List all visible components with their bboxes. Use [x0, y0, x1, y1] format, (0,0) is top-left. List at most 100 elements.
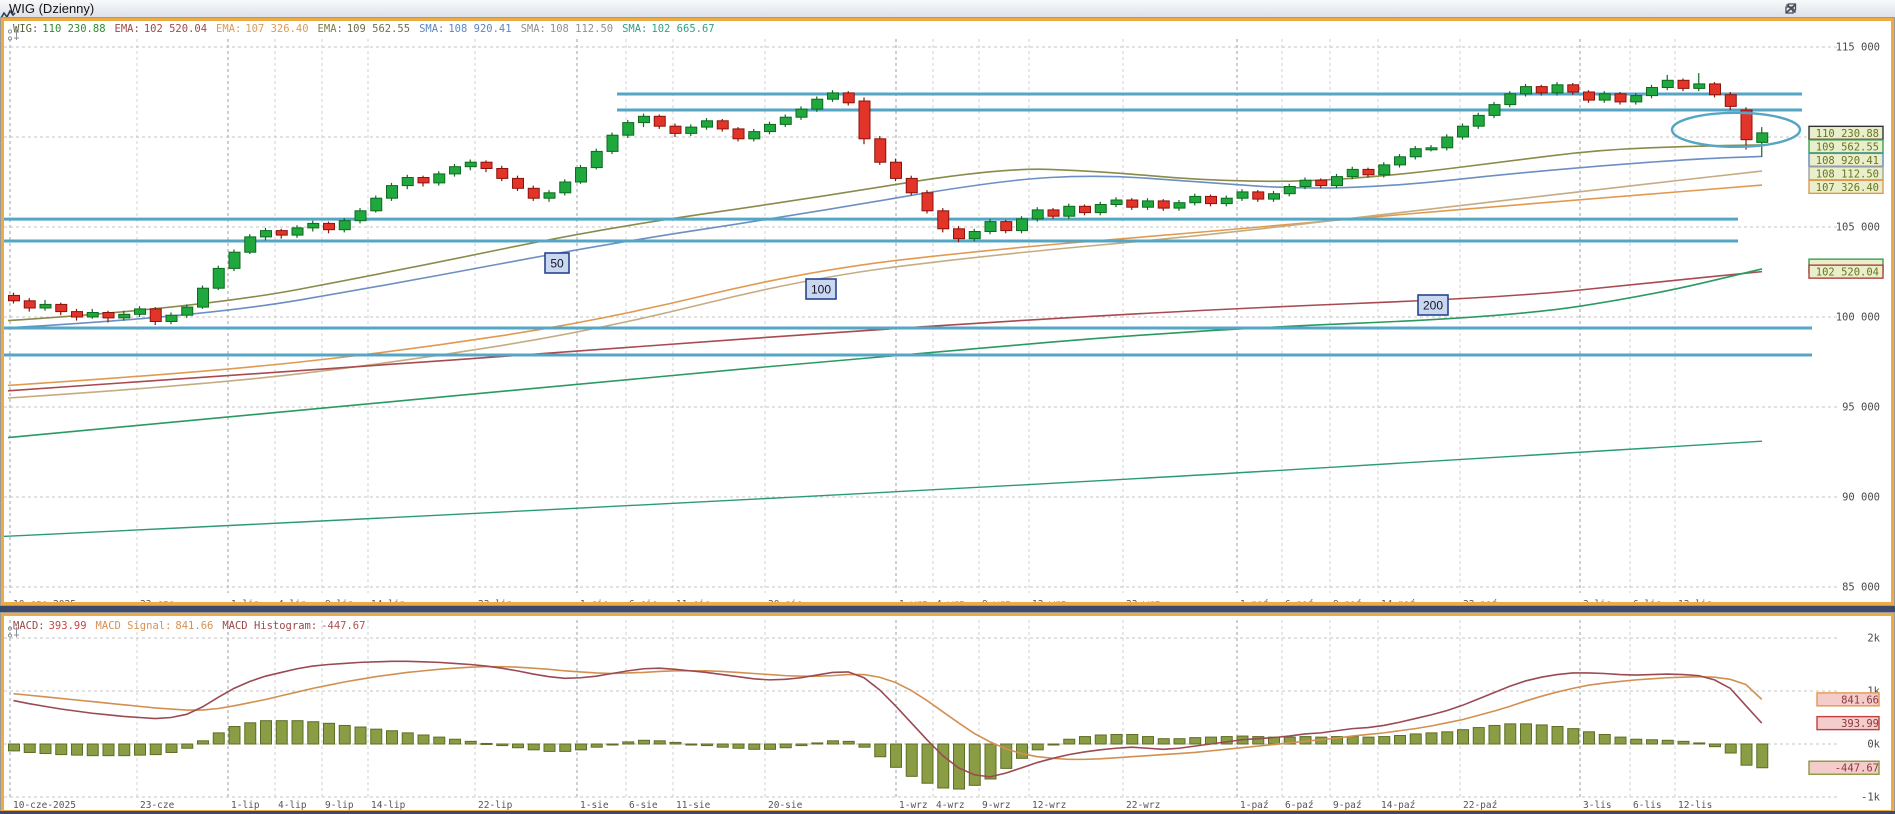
histogram-bar [1693, 742, 1706, 745]
sma50-line [7, 155, 1763, 329]
restore-icon[interactable] [1785, 1, 1835, 15]
histogram-bar [1362, 736, 1375, 745]
histogram-bar [1488, 724, 1501, 745]
candle-body [890, 161, 902, 179]
histogram-bar [779, 743, 792, 749]
candle-body [1346, 168, 1359, 178]
date-label: 1-lip [231, 800, 260, 811]
ellipse-annotation[interactable] [1670, 111, 1802, 149]
macd-indicator-segment: MACD Signal: 841.66 [96, 620, 214, 632]
candle-body [1189, 195, 1202, 204]
pane-splitter[interactable] [0, 606, 1895, 612]
candle-body [1205, 195, 1217, 205]
date-label: 3-lis [1583, 800, 1612, 811]
histogram-bar [1425, 732, 1438, 745]
candle-body [165, 314, 178, 323]
date-label: 6-sie [629, 800, 658, 811]
histogram-bar [338, 724, 351, 745]
window-title-bar[interactable]: WIG (Dzienny) [0, 0, 1895, 19]
histogram-bar [417, 734, 430, 745]
candle-body [86, 312, 99, 318]
histogram-bar [386, 730, 398, 745]
histogram-bar [590, 743, 603, 748]
histogram-bar [701, 743, 713, 747]
candle-body [1000, 221, 1013, 232]
candle-body [433, 173, 446, 184]
svg-text:-447.67: -447.67 [1835, 763, 1879, 775]
histogram-bar [464, 740, 477, 745]
candle-body [1457, 125, 1469, 138]
candle-body [1362, 168, 1375, 176]
candle-body [732, 128, 745, 140]
candle-body [291, 227, 304, 236]
candle-body [244, 236, 257, 253]
macd-indicator-segment: MACD Histogram: -447.67 [222, 620, 365, 632]
price-axis-label: 95 000 [1842, 402, 1880, 414]
histogram-bar [212, 732, 225, 745]
candle-body [512, 177, 524, 189]
candle-body [1094, 204, 1107, 214]
candle-body [1031, 209, 1044, 220]
candle-body [1504, 93, 1517, 106]
indicator-label: WIG: [13, 23, 39, 35]
date-label: 12-wrz [1032, 800, 1066, 811]
histogram-bar [811, 742, 824, 745]
candle-body [197, 287, 209, 308]
indicator-label: SMA: [622, 23, 648, 35]
histogram-bar [1252, 736, 1265, 745]
candle-body [1488, 104, 1501, 116]
candle-body [1142, 200, 1154, 208]
candle-body [968, 231, 981, 240]
histogram-bar [1016, 743, 1028, 759]
histogram-bar [905, 743, 918, 777]
candle-body [1709, 83, 1721, 96]
price-gridlines: 115 000 105 000 100 000 95 000 90 000 85 000 [4, 42, 1880, 594]
candle-body [212, 267, 225, 289]
candle-body [1756, 132, 1769, 143]
candle-body [575, 167, 587, 183]
histogram-bar [1677, 740, 1690, 745]
histogram-bar [433, 736, 446, 745]
price-indicator-segment: WIG: 110 230.88 [13, 23, 106, 35]
histogram-bar [1457, 729, 1469, 745]
histogram-bar [118, 743, 131, 757]
candle-body [590, 150, 603, 169]
histogram-bar [1409, 733, 1422, 745]
histogram-bar [1394, 735, 1406, 745]
indicator-value: 109 562.55 [346, 23, 411, 35]
candle-body [1110, 199, 1123, 205]
candle-body [1157, 200, 1170, 209]
candle-body [1441, 136, 1454, 149]
histogram-bar [449, 738, 461, 745]
price-chart-pane[interactable]: 115 000 105 000 100 000 95 000 90 000 85 000 5… [0, 17, 1895, 606]
histogram-bar [55, 743, 68, 756]
candle-body [701, 120, 713, 128]
ma-period-badge[interactable]: 200 [1417, 294, 1449, 316]
macd-line [13, 660, 1763, 778]
histogram-bar [1504, 723, 1517, 745]
indicator-label: EMA: [114, 23, 140, 35]
price-indicator-titles: WIG: 110 230.88 EMA: 102 520.04 EMA: 107 326.… [6, 23, 724, 41]
indicator-label: EMA: [216, 23, 242, 35]
candle-body [1409, 148, 1422, 158]
histogram-bar [8, 743, 20, 752]
date-label: 1-wrz [899, 800, 928, 811]
histogram-bar [102, 743, 115, 757]
candle-body [1425, 147, 1438, 151]
close-icon[interactable] [1785, 1, 1867, 15]
histogram-bar [1110, 733, 1123, 745]
indicator-label: MACD: [13, 620, 45, 632]
histogram-bar [1346, 736, 1359, 745]
candle-body [1268, 193, 1280, 200]
indicator-value: 107 326.40 [245, 23, 309, 35]
last-value-tag: 110 230.88 [1808, 125, 1884, 141]
histogram-bar [653, 740, 666, 745]
ma-period-badge[interactable]: 50 [544, 252, 570, 274]
macd-value-tag: -447.67 [1808, 760, 1880, 775]
price-indicator-segment: EMA: 109 562.55 [318, 23, 411, 35]
indicator-value: 108 112.50 [549, 23, 614, 35]
indicator-label: SMA: [419, 23, 445, 35]
ma-period-badge[interactable]: 100 [805, 278, 837, 300]
candle-body [795, 108, 808, 118]
